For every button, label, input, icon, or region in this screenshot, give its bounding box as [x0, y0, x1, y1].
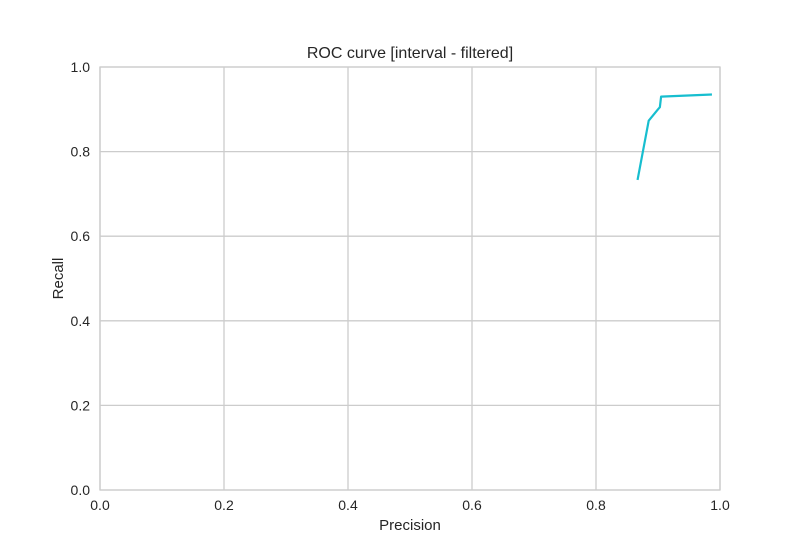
x-tick-labels: 0.0 0.2 0.4 0.6 0.8 1.0 [90, 497, 730, 513]
x-tick-label: 0.4 [338, 497, 358, 513]
x-tick-label: 0.0 [90, 497, 110, 513]
y-tick-label: 0.6 [71, 228, 91, 244]
x-tick-label: 0.2 [214, 497, 234, 513]
x-tick-label: 0.8 [586, 497, 606, 513]
x-tick-label: 1.0 [710, 497, 730, 513]
series-layer [636, 93, 712, 181]
grid [99, 66, 721, 491]
y-tick-label: 0.8 [71, 144, 91, 160]
chart-title: ROC curve [interval - filtered] [307, 45, 513, 62]
y-tick-label: 0.4 [71, 313, 91, 329]
roc-curve-line [636, 93, 712, 181]
y-tick-labels: 0.0 0.2 0.4 0.6 0.8 1.0 [71, 59, 91, 498]
x-tick-label: 0.6 [462, 497, 482, 513]
y-tick-label: 0.0 [71, 482, 91, 498]
y-tick-label: 0.2 [71, 397, 91, 413]
y-axis-label: Recall [50, 258, 67, 300]
plot-area-frame [99, 66, 721, 491]
y-tick-label: 1.0 [71, 59, 91, 75]
x-axis-label: Precision [379, 517, 441, 534]
